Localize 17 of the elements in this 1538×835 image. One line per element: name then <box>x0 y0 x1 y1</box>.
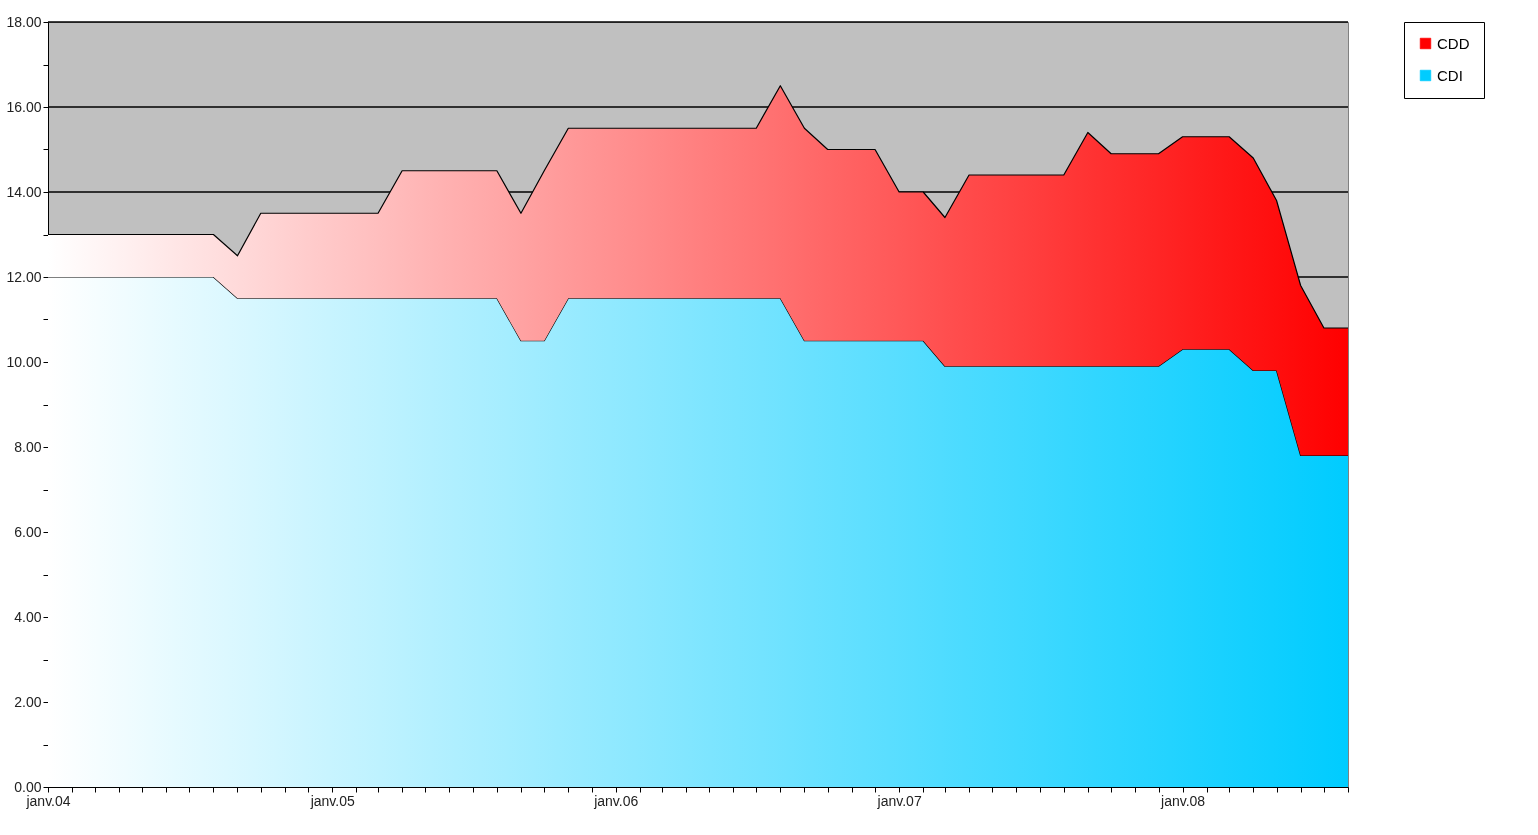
y-tick-label: 2.00 <box>14 693 42 710</box>
x-tick-label: janv.07 <box>876 792 922 809</box>
x-tick-label: janv.06 <box>593 792 639 809</box>
y-tick-label: 12.00 <box>6 268 42 285</box>
legend-label: CDD <box>1437 34 1470 52</box>
y-tick-label: 16.00 <box>6 98 42 115</box>
y-tick-label: 6.00 <box>14 523 42 540</box>
y-tick-label: 18.00 <box>6 13 42 30</box>
x-tick-label: janv.05 <box>309 792 355 809</box>
y-tick-label: 0.00 <box>14 778 42 795</box>
y-tick-label: 8.00 <box>14 438 42 455</box>
legend-label: CDI <box>1437 66 1463 84</box>
x-tick-label: janv.04 <box>25 792 71 809</box>
y-tick-label: 14.00 <box>6 183 42 200</box>
y-tick-label: 10.00 <box>6 353 42 370</box>
y-tick-label: 4.00 <box>14 608 42 625</box>
x-tick-label: janv.08 <box>1160 792 1206 809</box>
